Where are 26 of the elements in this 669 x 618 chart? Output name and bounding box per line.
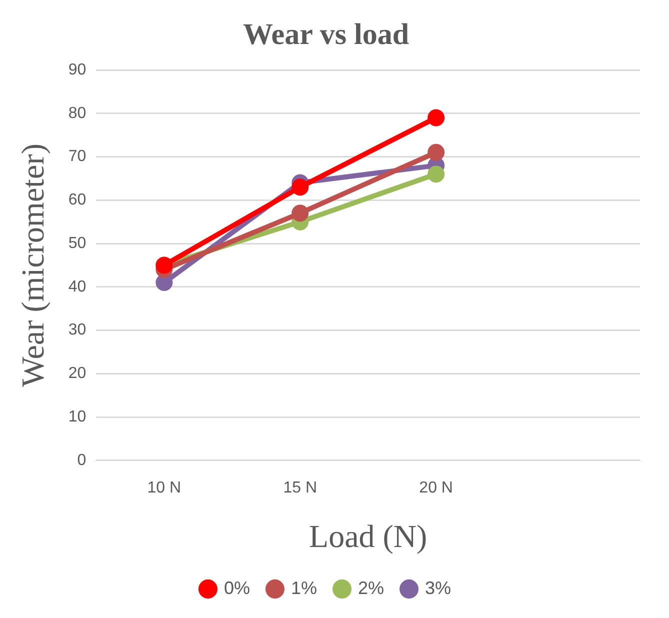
legend-label: 2%: [358, 578, 384, 598]
y-tick-label: 10: [68, 408, 86, 426]
x-axis-title: Load (N): [309, 518, 428, 554]
y-tick-label: 20: [68, 365, 86, 382]
y-tick-label: 70: [68, 148, 86, 166]
point: [428, 144, 445, 161]
y-tick-label: 80: [68, 104, 86, 122]
y-tick-label: 30: [68, 322, 86, 339]
y-tick-label: 50: [68, 234, 86, 252]
y-tick-label: 40: [68, 278, 86, 296]
legend-label: 0%: [224, 578, 250, 598]
point: [156, 274, 173, 292]
y-tick-label: 90: [68, 61, 86, 78]
point: [428, 166, 445, 183]
point: [292, 204, 309, 222]
legend-label: 3%: [425, 578, 452, 598]
chart-title: Wear vs load: [242, 18, 410, 51]
y-tick-label: 60: [68, 192, 86, 209]
y-axis-title: Wear (micrometer): [14, 143, 51, 387]
point: [292, 178, 309, 196]
y-tick-label: 0: [77, 452, 86, 469]
point: [428, 109, 445, 126]
x-tick-label: 20 N: [419, 479, 453, 496]
legend-label: 1%: [290, 578, 317, 598]
x-tick-label: 10 N: [147, 479, 182, 496]
x-tick-label: 15 N: [283, 479, 318, 496]
